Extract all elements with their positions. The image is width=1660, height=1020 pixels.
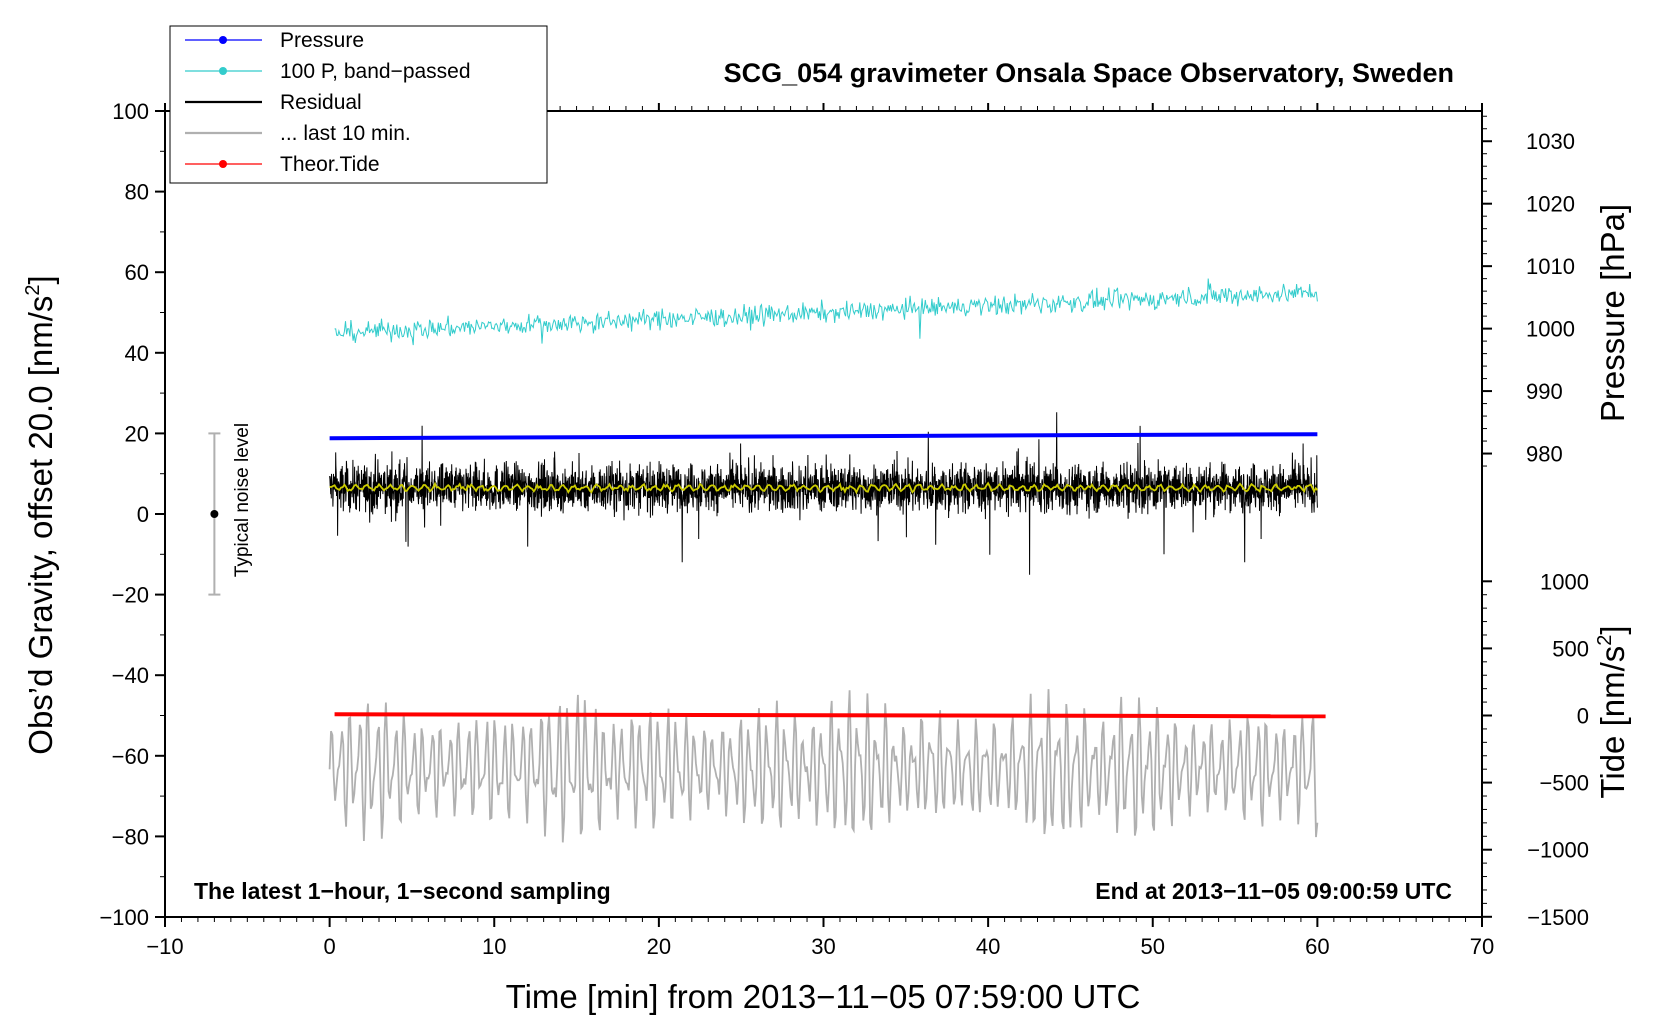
y-tick-label-3: 40 <box>125 341 149 366</box>
y-tick-label-8: −60 <box>112 744 149 769</box>
series-theoretical-tide <box>334 712 1326 719</box>
tide-tick-label-5: −1500 <box>1527 905 1589 930</box>
legend-marker-4 <box>219 160 227 168</box>
y-tick-label-10: −100 <box>99 905 149 930</box>
pressure-tick-label-4: 990 <box>1526 379 1563 404</box>
tide-line <box>334 712 1326 719</box>
x-tick-label-7: 60 <box>1305 934 1329 959</box>
tide-tick-labels: 1000 500 0 −500 −1000 −1500 <box>1527 569 1589 929</box>
y-tick-label-5: 0 <box>137 502 149 527</box>
legend-label-3: ... last 10 min. <box>280 122 411 145</box>
series-100p-bandpassed <box>334 278 1318 346</box>
legend-label-1: 100 P, band−passed <box>280 60 471 83</box>
y-axis-title-left: Obs’d Gravity, offset 20.0 [nm/s2] <box>22 275 59 754</box>
x-tick-label-4: 30 <box>811 934 835 959</box>
tide-tick-label-4: −1000 <box>1527 838 1589 863</box>
minor-ticks <box>160 106 1487 922</box>
y-axis-title-left-main: Obs’d Gravity, offset 20.0 [nm/s <box>22 296 59 755</box>
y-axis-title-tide-end: ] <box>1594 625 1631 634</box>
x-tick-label-2: 10 <box>482 934 506 959</box>
pressure-tick-labels: 1030 1020 1010 1000 990 980 <box>1526 129 1575 466</box>
note-end-time: End at 2013−11−05 09:00:59 UTC <box>1095 878 1452 904</box>
y-tick-label-4: 20 <box>125 421 149 446</box>
y-axis-title-left-sup: 2 <box>22 284 44 295</box>
y-axis-title-tide-main: Tide [nm/s <box>1594 646 1631 799</box>
x-tick-label-3: 20 <box>647 934 671 959</box>
x-tick-label-5: 40 <box>976 934 1000 959</box>
pressure-line <box>329 432 1318 441</box>
y-tick-label-2: 60 <box>125 260 149 285</box>
legend-label-2: Residual <box>280 91 362 114</box>
noise-level-label: Typical noise level <box>232 423 253 577</box>
bandpassed-line <box>334 278 1318 346</box>
tide-tick-label-0: 1000 <box>1540 569 1589 594</box>
legend-label-0: Pressure <box>280 29 364 52</box>
y-tick-label-7: −40 <box>112 663 149 688</box>
legend: Pressure 100 P, band−passed Residual ... la… <box>169 25 548 184</box>
last-10-min-line <box>328 689 1319 843</box>
y-axis-title-tide-sup: 2 <box>1594 635 1616 646</box>
pressure-tick-label-3: 1000 <box>1526 317 1575 342</box>
legend-marker-1 <box>219 67 227 75</box>
y-tick-label-1: 80 <box>125 180 149 205</box>
y-tick-label-0: 100 <box>112 99 149 124</box>
pressure-tick-label-2: 1010 <box>1526 254 1575 279</box>
y-tick-label-9: −80 <box>112 824 149 849</box>
x-tick-labels: −10 0 10 20 30 40 50 60 70 <box>146 934 1494 959</box>
x-tick-label-8: 70 <box>1470 934 1494 959</box>
note-sampling: The latest 1−hour, 1−second sampling <box>194 878 611 904</box>
residual-smoothed-line <box>329 481 1319 495</box>
y-axis-title-left-end: ] <box>22 275 59 284</box>
legend-box <box>169 25 548 184</box>
y-tick-labels: 100 80 60 40 20 0 −20 −40 −60 −80 −100 <box>99 99 149 930</box>
noise-center-dot <box>210 510 219 518</box>
series-residual-smoothed <box>329 481 1319 495</box>
tide-tick-label-1: 500 <box>1552 636 1589 661</box>
series-pressure <box>329 432 1318 441</box>
noise-level-indicator <box>208 432 221 596</box>
legend-marker-0 <box>219 36 227 44</box>
y-tick-label-6: −20 <box>112 583 149 608</box>
y-axis-title-tide: Tide [nm/s2] <box>1594 625 1631 798</box>
x-tick-label-0: −10 <box>146 934 183 959</box>
series-last-10-min <box>328 689 1319 843</box>
tide-tick-label-2: 0 <box>1577 704 1589 729</box>
tide-tick-label-3: −500 <box>1539 771 1589 796</box>
pressure-tick-label-5: 980 <box>1526 442 1563 467</box>
x-tick-label-1: 0 <box>324 934 336 959</box>
y-axis-title-pressure: Pressure [hPa] <box>1594 204 1631 422</box>
x-tick-label-6: 50 <box>1141 934 1165 959</box>
chart-title: SCG_054 gravimeter Onsala Space Observat… <box>724 58 1454 88</box>
legend-label-4: Theor.Tide <box>280 153 380 176</box>
x-axis-title: Time [min] from 2013−11−05 07:59:00 UTC <box>506 978 1141 1015</box>
axis-ticks <box>155 103 1492 927</box>
pressure-tick-label-0: 1030 <box>1526 129 1575 154</box>
pressure-tick-label-1: 1020 <box>1526 192 1575 217</box>
